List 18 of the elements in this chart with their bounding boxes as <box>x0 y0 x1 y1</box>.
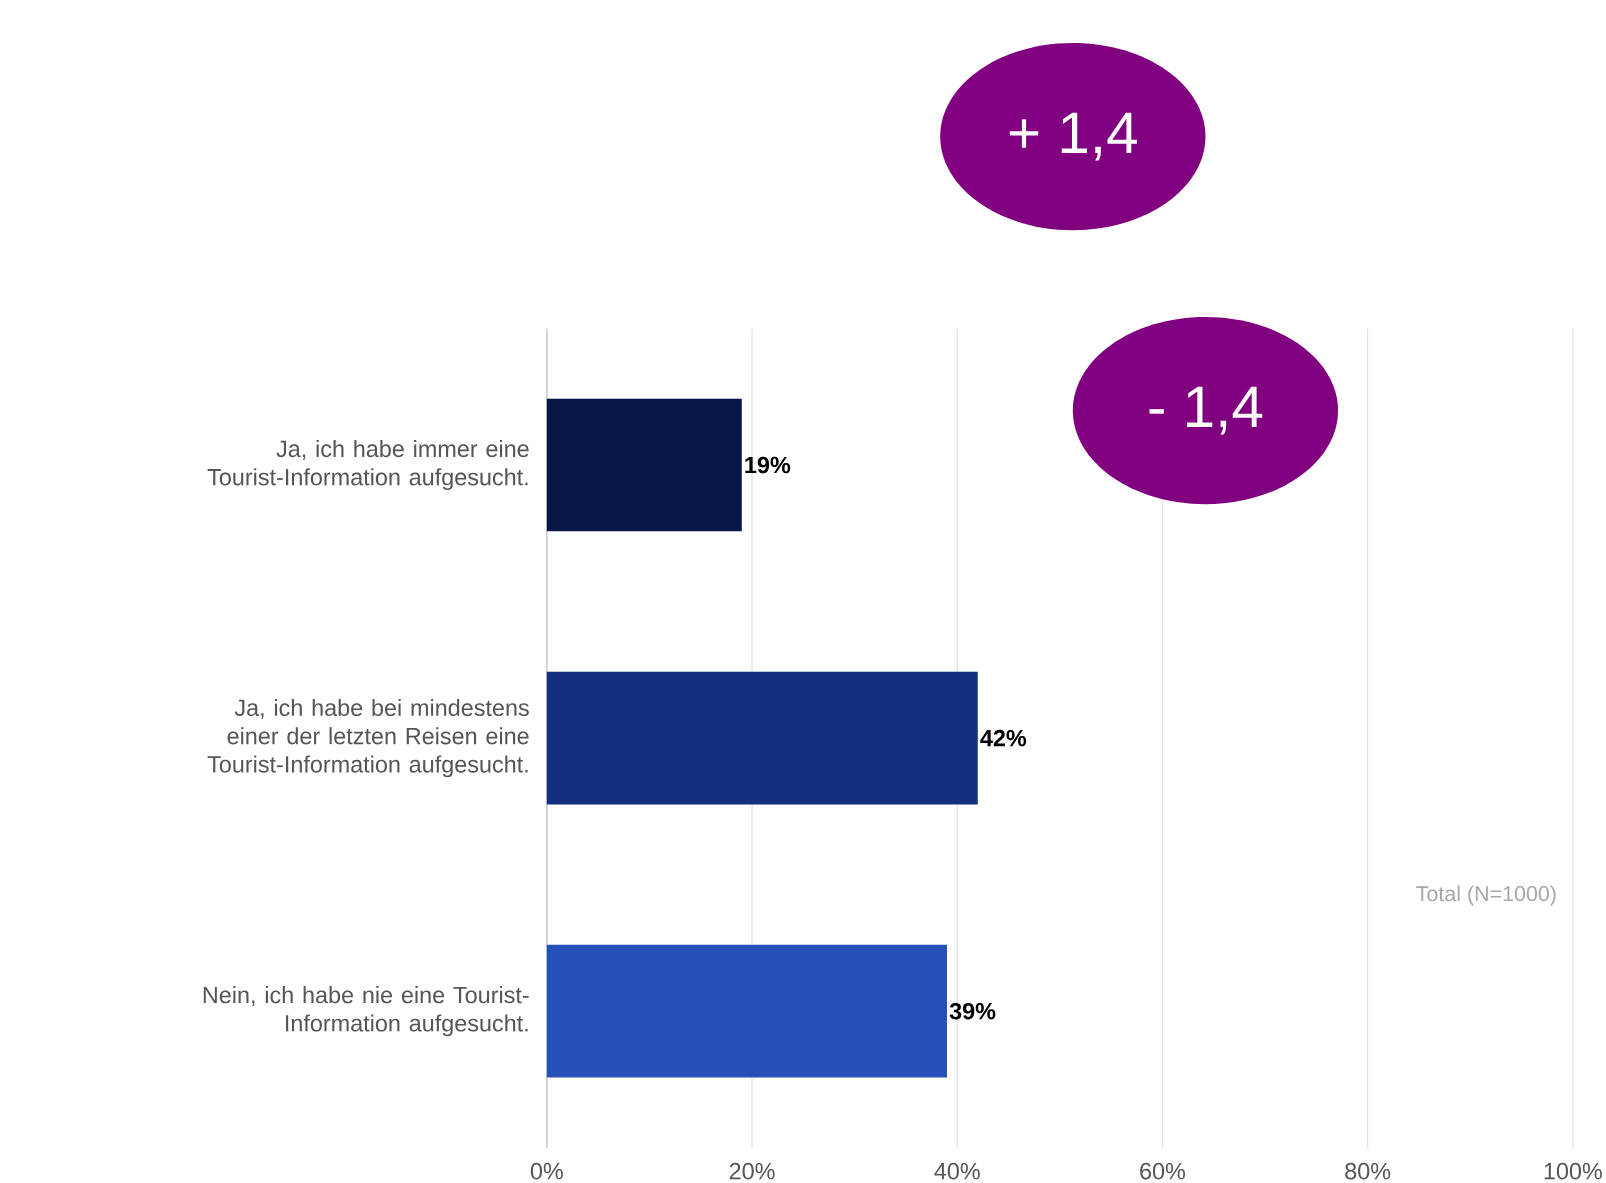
data-label: 39% <box>949 1003 996 1020</box>
bar <box>546 671 978 805</box>
y-tick-label: Nein, ich habe nie eine Tourist-Information aufgesucht. <box>203 986 529 1037</box>
x-tick-label: 60% <box>1140 1163 1186 1180</box>
bar <box>546 945 947 1078</box>
x-tick-label: 40% <box>934 1163 980 1180</box>
x-tick-label: 20% <box>729 1163 775 1180</box>
data-label: 19% <box>745 456 791 474</box>
y-tick-label: Ja, ich habe bei mindestens einer der letzten Reisen eine Tourist-Information aufgesucht. <box>207 699 529 778</box>
text: + 1,4 <box>1009 112 1137 161</box>
x-tick-label: 0% <box>530 1163 563 1180</box>
data-label: 42% <box>980 730 1027 747</box>
x-tick-label: 80% <box>1345 1163 1391 1180</box>
y-tick-label: Ja, ich habe immer eine Tourist-Information aufgesucht. <box>207 440 529 491</box>
annotation: - 1,4 <box>1149 386 1263 435</box>
bar <box>546 398 742 532</box>
x-tick-label: 100% <box>1544 1163 1602 1180</box>
annotation: Total (N=1000) <box>1416 885 1556 906</box>
